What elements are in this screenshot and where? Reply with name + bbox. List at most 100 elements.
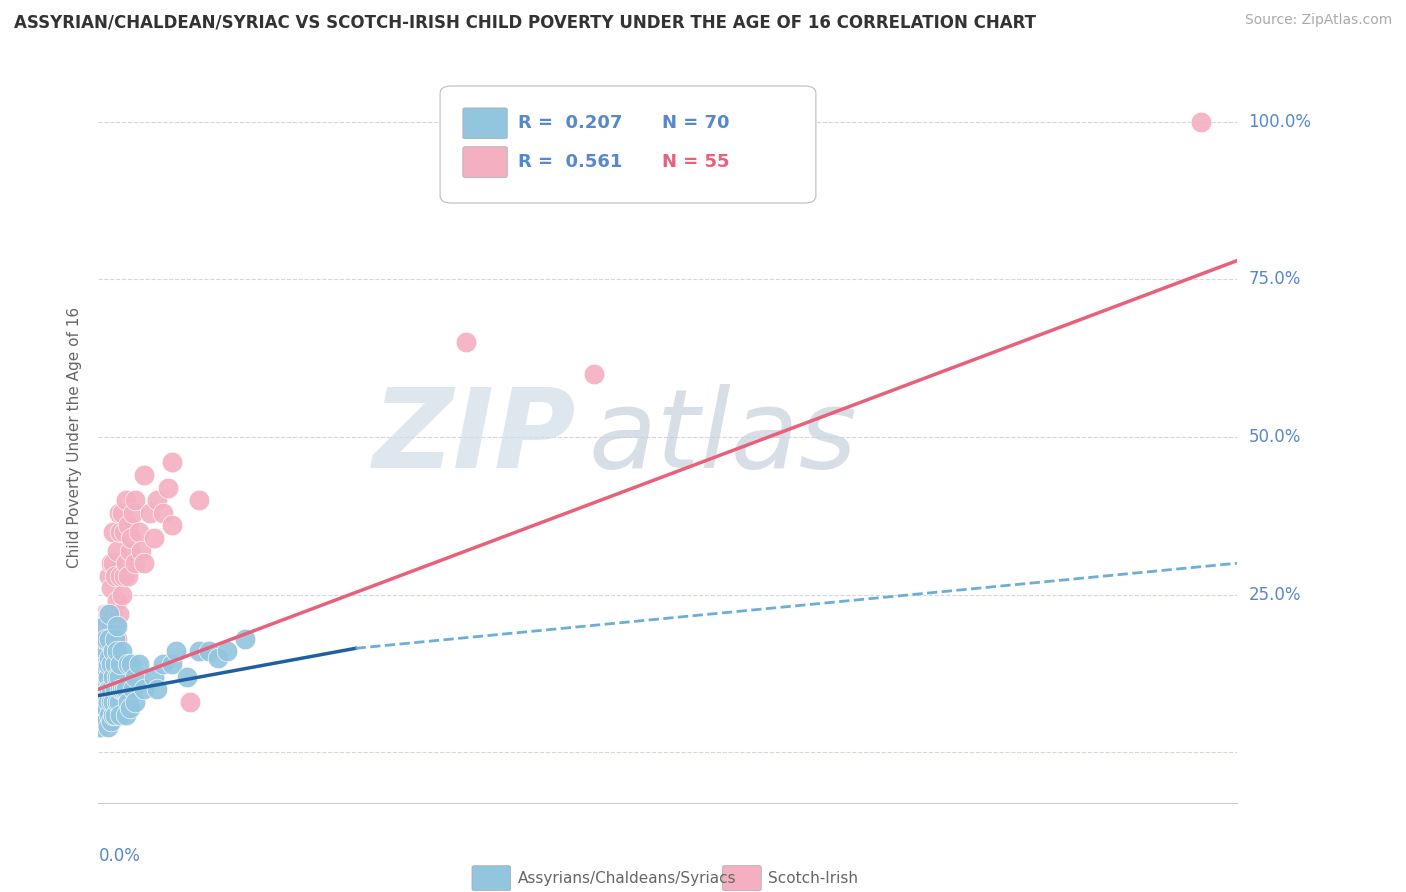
Text: 25.0%: 25.0% [1249, 586, 1301, 604]
Point [111, 506, 134, 520]
Point [117, 657, 139, 671]
Point [152, 506, 174, 520]
Point [101, 670, 124, 684]
Point [121, 657, 143, 671]
Point [104, 569, 127, 583]
Point [100, 714, 122, 728]
Point [101, 524, 124, 539]
Point [104, 619, 127, 633]
Point [91, 670, 114, 684]
Point [112, 682, 135, 697]
Text: N = 55: N = 55 [662, 153, 730, 171]
Point [97, 632, 120, 646]
Point [128, 657, 150, 671]
Point [94, 701, 117, 715]
Point [101, 556, 124, 570]
Text: 50.0%: 50.0% [1249, 428, 1301, 446]
Point [142, 531, 165, 545]
Point [117, 569, 139, 583]
Point [105, 543, 128, 558]
Point [142, 670, 165, 684]
Point [583, 367, 606, 381]
Point [100, 556, 122, 570]
Point [188, 644, 211, 658]
Text: Scotch-Irish: Scotch-Irish [768, 871, 858, 886]
Point [160, 455, 183, 469]
FancyBboxPatch shape [463, 108, 508, 138]
Point [97, 670, 120, 684]
Point [91, 644, 114, 658]
Text: R =  0.207: R = 0.207 [517, 114, 621, 132]
Point [107, 695, 129, 709]
Point [94, 714, 117, 728]
Text: ZIP: ZIP [373, 384, 576, 491]
Point [176, 670, 198, 684]
Point [93, 657, 115, 671]
Text: atlas: atlas [588, 384, 856, 491]
Point [124, 670, 146, 684]
Point [157, 481, 180, 495]
Point [146, 493, 169, 508]
Point [91, 695, 114, 709]
Point [128, 524, 150, 539]
Point [110, 657, 132, 671]
Point [97, 657, 120, 671]
Point [100, 695, 122, 709]
Point [111, 588, 134, 602]
Point [91, 632, 114, 646]
Point [134, 556, 156, 570]
Text: Source: ZipAtlas.com: Source: ZipAtlas.com [1244, 13, 1392, 28]
Point [115, 707, 138, 722]
Point [100, 582, 122, 596]
Point [454, 335, 477, 350]
Point [101, 607, 124, 621]
Point [235, 632, 257, 646]
FancyBboxPatch shape [440, 86, 815, 203]
Point [111, 644, 134, 658]
Point [93, 714, 115, 728]
Point [165, 644, 187, 658]
Text: 0.0%: 0.0% [98, 847, 141, 864]
Text: 100.0%: 100.0% [1249, 112, 1312, 131]
Point [107, 670, 129, 684]
Point [94, 632, 117, 646]
Text: ASSYRIAN/CHALDEAN/SYRIAC VS SCOTCH-IRISH CHILD POVERTY UNDER THE AGE OF 16 CORRE: ASSYRIAN/CHALDEAN/SYRIAC VS SCOTCH-IRISH… [14, 13, 1036, 31]
Point [117, 518, 139, 533]
Point [89, 670, 111, 684]
Point [1189, 115, 1212, 129]
Point [188, 493, 211, 508]
Point [101, 644, 124, 658]
Point [100, 682, 122, 697]
FancyBboxPatch shape [463, 146, 508, 178]
Point [112, 524, 135, 539]
Point [160, 518, 183, 533]
Point [105, 594, 128, 608]
Point [122, 506, 145, 520]
Point [115, 556, 138, 570]
Point [97, 720, 120, 734]
Point [134, 467, 156, 482]
Point [98, 607, 121, 621]
Point [105, 695, 128, 709]
Point [98, 619, 121, 633]
Text: 75.0%: 75.0% [1249, 270, 1301, 288]
Point [110, 682, 132, 697]
Text: Assyrians/Chaldeans/Syriacs: Assyrians/Chaldeans/Syriacs [517, 871, 737, 886]
Point [94, 607, 117, 621]
Point [97, 682, 120, 697]
Point [118, 701, 141, 715]
Point [94, 682, 117, 697]
Point [197, 644, 219, 658]
Text: R =  0.561: R = 0.561 [517, 153, 621, 171]
Point [111, 682, 134, 697]
Point [101, 695, 124, 709]
Point [104, 632, 127, 646]
Point [89, 720, 111, 734]
Point [97, 695, 120, 709]
Point [115, 682, 138, 697]
Point [94, 657, 117, 671]
Point [146, 682, 169, 697]
Point [101, 707, 124, 722]
Point [115, 493, 138, 508]
Point [215, 644, 238, 658]
